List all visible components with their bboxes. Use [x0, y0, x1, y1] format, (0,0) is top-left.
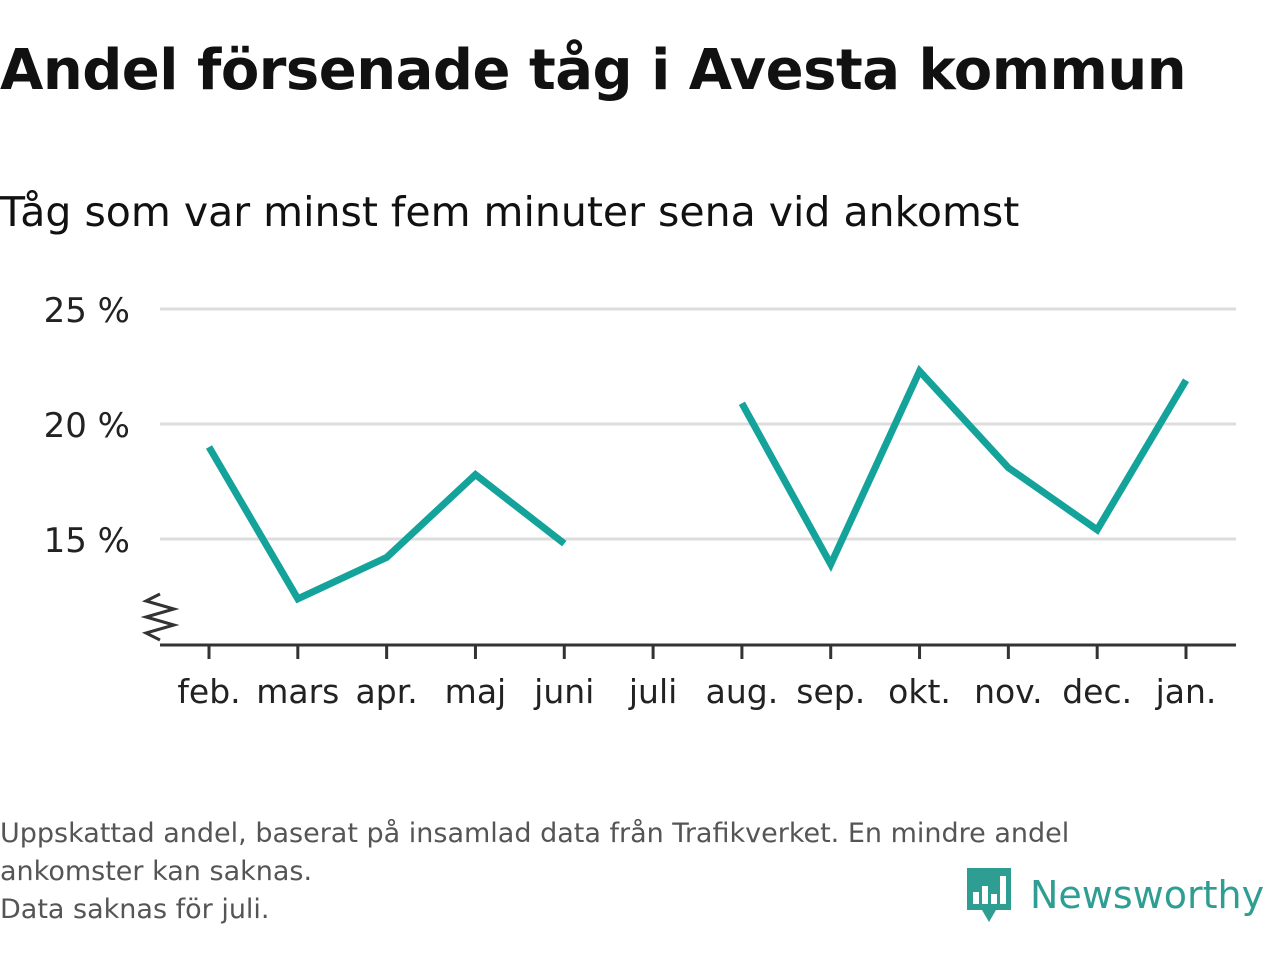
- footnote-line-3: Data saknas för juli.: [0, 894, 270, 925]
- x-axis-tick-labels: feb. mars apr. maj juni juli aug. sep. okt. nov. d…: [177, 672, 1216, 711]
- x-tick-label: okt.: [888, 672, 951, 711]
- x-tick-label: nov.: [974, 672, 1043, 711]
- footnote: Uppskattad andel, baserat på insamlad da…: [0, 815, 1270, 929]
- y-tick-label: 25 %: [44, 291, 130, 331]
- x-tick-label: sep.: [796, 672, 865, 711]
- x-tick-label: aug.: [706, 672, 779, 711]
- newsworthy-logo-icon: [967, 868, 1011, 922]
- x-tick-label: juni: [533, 672, 594, 711]
- x-tick-label: feb.: [177, 672, 240, 711]
- y-axis-tick-labels: 15 % 20 % 25 %: [44, 291, 130, 561]
- series-line-segment: [205, 445, 567, 604]
- series-lines: [205, 364, 1190, 604]
- y-tick-label: 20 %: [44, 406, 130, 446]
- chart-title: Andel försenade tåg i Avesta kommun: [0, 38, 1187, 103]
- x-tick-label: mars: [256, 672, 339, 711]
- x-axis: [140, 592, 1236, 659]
- gridlines: [160, 307, 1236, 541]
- series-line-segment: [738, 364, 1190, 573]
- x-tick-label: dec.: [1062, 672, 1132, 711]
- x-tick-label: maj: [445, 672, 507, 711]
- brand-name: Newsworthy: [1030, 873, 1265, 917]
- footnote-line-2: ankomster kan saknas.: [0, 856, 313, 887]
- y-tick-label: 15 %: [44, 521, 130, 561]
- x-tick-label: jan.: [1155, 672, 1217, 711]
- line-chart: 15 % 20 % 25 % feb. mars apr. maj juni juli aug.…: [44, 291, 1236, 711]
- x-tick-label: apr.: [356, 672, 418, 711]
- footnote-line-1: Uppskattad andel, baserat på insamlad da…: [0, 818, 1070, 849]
- chart-subtitle: Tåg som var minst fem minuter sena vid a…: [0, 188, 1020, 236]
- brand: Newsworthy: [964, 866, 1264, 924]
- x-tick-label: juli: [628, 672, 677, 711]
- y-axis-break-icon: [140, 592, 180, 642]
